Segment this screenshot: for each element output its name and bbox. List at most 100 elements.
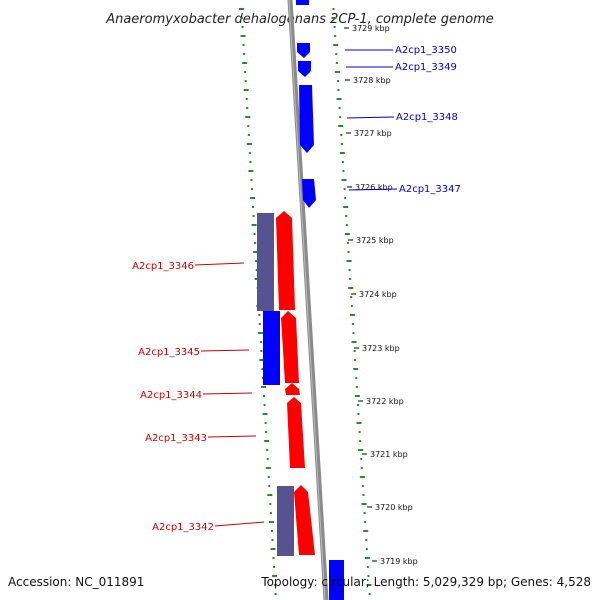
ring-dot bbox=[345, 224, 348, 226]
ring-dot bbox=[265, 467, 271, 469]
ring-dot bbox=[266, 458, 269, 460]
ring-dot bbox=[253, 251, 259, 253]
ring-dot bbox=[247, 134, 250, 136]
gene-arrow-3349[interactable] bbox=[298, 61, 311, 77]
ring-dot bbox=[267, 494, 273, 496]
ring-dot bbox=[255, 269, 258, 271]
ring-dot bbox=[350, 305, 353, 307]
ring-dot bbox=[345, 215, 348, 217]
map-title: Anaeromyxobacter dehalogenans 2CP-1, com… bbox=[105, 12, 494, 27]
ring-dot bbox=[366, 584, 372, 586]
left-label-leader bbox=[214, 521, 265, 527]
tick-label: 3725 kbp bbox=[356, 236, 394, 245]
tick-label: 3727 kbp bbox=[354, 129, 392, 138]
left-gene-label[interactable]: A2cp1_3344 bbox=[140, 390, 202, 401]
ring-dot bbox=[243, 53, 246, 55]
gene-arrow-3344[interactable] bbox=[285, 383, 300, 395]
gene-arrow-bottom[interactable] bbox=[329, 560, 344, 600]
ring-dot bbox=[355, 377, 358, 379]
ring-dot bbox=[338, 125, 344, 127]
right-gene-label[interactable]: A2cp1_3350 bbox=[395, 45, 457, 56]
gene-arrow-3347[interactable] bbox=[302, 179, 316, 208]
ring-dot bbox=[343, 206, 349, 208]
ring-dot bbox=[261, 377, 264, 379]
gene-arrow-3345[interactable] bbox=[281, 311, 299, 383]
accession-text: Accession: NC_011891 bbox=[8, 575, 144, 589]
ring-dot bbox=[356, 404, 359, 406]
left-label-leader bbox=[200, 349, 250, 352]
left-gene-label[interactable]: A2cp1_3345 bbox=[138, 347, 200, 358]
tick-label: 3722 kbp bbox=[366, 397, 404, 406]
outer-dotted-ring bbox=[331, 8, 372, 595]
ring-dot bbox=[259, 341, 262, 343]
ring-dot bbox=[271, 539, 274, 541]
ring-dot bbox=[258, 314, 261, 316]
ring-dot bbox=[352, 332, 355, 334]
left-label-leader bbox=[202, 392, 253, 395]
ring-dot bbox=[274, 584, 277, 586]
left-label-leader bbox=[194, 262, 245, 266]
ring-dot bbox=[340, 143, 343, 145]
left-gene-label[interactable]: A2cp1_3342 bbox=[152, 522, 214, 533]
cds-block-3345[interactable] bbox=[263, 311, 280, 385]
tick-label: 3724 kbp bbox=[359, 290, 397, 299]
ring-dot bbox=[333, 26, 336, 28]
ring-dot bbox=[252, 215, 255, 217]
ring-dot bbox=[269, 512, 272, 514]
genome-backbone bbox=[287, 0, 329, 600]
left-gene-label[interactable]: A2cp1_3346 bbox=[132, 261, 194, 272]
topology-text: Topology: circular; Length: 5,029,329 bp… bbox=[260, 575, 591, 589]
ring-dot bbox=[244, 80, 247, 82]
ring-dot bbox=[248, 170, 254, 172]
gene-arrow-3343[interactable] bbox=[287, 397, 305, 468]
ring-dot bbox=[332, 8, 335, 10]
right-gene-label[interactable]: A2cp1_3349 bbox=[395, 62, 457, 73]
ring-dot bbox=[240, 35, 246, 37]
ring-dot bbox=[341, 179, 347, 181]
ring-dot bbox=[349, 314, 355, 316]
ring-dot bbox=[362, 494, 365, 496]
ring-dot bbox=[255, 260, 258, 262]
ring-dot bbox=[264, 440, 270, 442]
ring-dot bbox=[333, 44, 339, 46]
ring-dot bbox=[335, 53, 338, 55]
gene-arrow-3348[interactable] bbox=[299, 85, 314, 153]
ring-dot bbox=[349, 278, 352, 280]
ring-dot bbox=[368, 593, 371, 595]
tick-label: 3721 kbp bbox=[370, 450, 408, 459]
right-label-leader bbox=[348, 188, 398, 191]
ring-dot bbox=[270, 530, 273, 532]
tick-label: 3728 kbp bbox=[353, 76, 391, 85]
ring-dot bbox=[258, 323, 261, 325]
ring-dot bbox=[346, 242, 349, 244]
ring-dot bbox=[257, 332, 263, 334]
gene-track bbox=[276, 0, 344, 600]
ring-dot bbox=[249, 197, 255, 199]
gene-arrow-3346[interactable] bbox=[276, 211, 295, 310]
left-gene-label[interactable]: A2cp1_3343 bbox=[145, 433, 207, 444]
ring-dot bbox=[259, 359, 265, 361]
gene-arrow-3350[interactable] bbox=[297, 43, 310, 58]
ring-dot bbox=[249, 161, 252, 163]
ring-dot bbox=[346, 260, 352, 262]
ring-dot bbox=[354, 395, 360, 397]
ring-dot bbox=[260, 350, 263, 352]
ring-dot bbox=[361, 485, 364, 487]
ring-dot bbox=[242, 62, 248, 64]
ring-dot bbox=[265, 431, 268, 433]
ring-dot bbox=[360, 467, 363, 469]
ring-dot bbox=[245, 98, 248, 100]
tick-label: 3729 kbp bbox=[352, 24, 390, 33]
tick-labels: 3729 kbp 3728 kbp 3727 kbp 3726 kbp 3725 kbp… bbox=[344, 24, 418, 566]
ring-dot bbox=[360, 458, 363, 460]
right-gene-label[interactable]: A2cp1_3347 bbox=[399, 184, 461, 195]
cds-block-3346[interactable] bbox=[257, 213, 274, 311]
ring-dot bbox=[359, 440, 362, 442]
ring-dot bbox=[268, 485, 271, 487]
ring-dot bbox=[348, 287, 354, 289]
gene-arrow-top[interactable] bbox=[296, 0, 309, 5]
gene-arrow-3342[interactable] bbox=[294, 485, 315, 555]
left-label-leader bbox=[207, 435, 257, 438]
cds-block-3342[interactable] bbox=[277, 486, 294, 556]
right-gene-label[interactable]: A2cp1_3348 bbox=[396, 112, 458, 123]
